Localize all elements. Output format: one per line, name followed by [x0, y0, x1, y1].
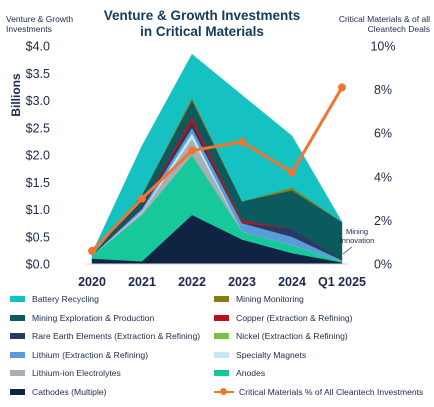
- legend-label: Cathodes (Multiple): [32, 386, 107, 397]
- legend-label: Mining Monitoring: [236, 294, 304, 304]
- legend-swatch: [214, 370, 229, 376]
- legend-swatch: [10, 388, 25, 395]
- legend-swatch: [10, 370, 25, 376]
- legend-label: Anodes: [236, 368, 266, 378]
- legend-label: Specialty Magnets: [236, 349, 307, 360]
- legend-label: Lithium (Extraction & Refining): [32, 349, 149, 360]
- y-axis-left-label: Venture & Growth Investments: [6, 14, 74, 34]
- legend-label: Critical Materials % of All Cleantech In…: [239, 386, 424, 397]
- y-left-tick-label: $3.0: [26, 94, 50, 108]
- legend-swatch: [214, 333, 229, 339]
- legend-item-critical-materials-of-all-cleantech-investments: Critical Materials % of All Cleantech In…: [214, 387, 423, 397]
- legend-item-lithium-extraction-refining: Lithium (Extraction & Refining): [10, 350, 148, 360]
- line-point-2020: [88, 246, 96, 255]
- legend-item-mining-exploration-production: Mining Exploration & Production: [10, 313, 154, 323]
- legend-item-battery-recycling: Battery Recycling: [10, 294, 99, 304]
- line-critical-materials-of-all-cleantech-investments: [90, 86, 344, 252]
- y-right-tick-label: 2%: [374, 214, 392, 228]
- y-axis-right-label: Critical Materials & of all Cleantech De…: [338, 14, 430, 34]
- legend-label: Mining Exploration & Production: [32, 312, 155, 323]
- annotation-pointer: [342, 246, 353, 255]
- x-tick-label-2021: 2021: [128, 275, 156, 289]
- legend-item-specialty-magnets: Specialty Magnets: [214, 350, 306, 360]
- line-point-2021: [138, 194, 146, 203]
- y-left-tick-label: $1.5: [26, 176, 50, 190]
- legend-item-rare-earth-elements-extraction-refining: Rare Earth Elements (Extraction & Refini…: [10, 331, 200, 341]
- legend-label: Copper (Extraction & Refining): [236, 312, 353, 323]
- y-left-tick-label: $0.5: [26, 230, 50, 244]
- chart-title-line-2: in Critical Materials: [140, 24, 264, 39]
- legend-swatch: [214, 351, 229, 358]
- y-left-tick-label: $3.5: [26, 67, 50, 81]
- y-left-tick-label: $4.0: [26, 40, 50, 54]
- area-battery-recycling: [91, 53, 343, 257]
- legend-item-lithium-ion-electrolytes: Lithium-ion Electrolytes: [10, 368, 121, 378]
- line-point-q1-2025: [338, 83, 346, 92]
- annotation-mining-innovation: Mining Innovation: [340, 227, 375, 245]
- legend-item-anodes: Anodes: [214, 368, 265, 378]
- legend-label: Nickel (Extraction & Refining): [236, 331, 348, 341]
- x-tick-label-2024: 2024: [278, 275, 306, 289]
- legend-swatch: [10, 333, 25, 339]
- x-tick-label-2022: 2022: [178, 275, 206, 289]
- legend-label: Rare Earth Elements (Extraction & Refini…: [32, 331, 201, 341]
- legend-swatch: [214, 296, 229, 302]
- y-left-tick-label: $2.0: [26, 149, 50, 163]
- y-left-tick-label: $1.0: [26, 203, 50, 217]
- y-left-tick-label: $2.5: [26, 121, 50, 135]
- line-point-2023: [238, 137, 246, 146]
- line-point-2022: [188, 146, 196, 155]
- legend-swatch: [214, 387, 234, 397]
- legend-swatch: [10, 314, 25, 321]
- y-right-tick-label: 8%: [374, 83, 392, 97]
- plot-area: $0.0 $0.5 $1.0 $1.5 $2.0 $2.5 $3.0 $3.5 $4.0 0% 2%…: [26, 40, 396, 290]
- line-series-group: [88, 83, 346, 255]
- y-right-tick-label: 4%: [374, 170, 392, 184]
- legend-swatch: [10, 351, 25, 358]
- axes-group: $0.0 $0.5 $1.0 $1.5 $2.0 $2.5 $3.0 $3.5 $4.0 0% 2%…: [26, 40, 396, 290]
- legend-label: Battery Recycling: [32, 294, 99, 304]
- chart-title: Venture & Growth Investments in Critical…: [92, 8, 312, 40]
- legend-label: Lithium-ion Electrolytes: [32, 368, 121, 378]
- legend-swatch: [10, 296, 25, 302]
- legend-item-cathodes-multiple: Cathodes (Multiple): [10, 387, 107, 397]
- x-tick-label-2020: 2020: [78, 275, 106, 289]
- legend-item-mining-monitoring: Mining Monitoring: [214, 294, 304, 304]
- x-tick-label-2023: 2023: [228, 275, 256, 289]
- legend-swatch: [214, 314, 229, 321]
- y-right-tick-label: 6%: [374, 127, 392, 141]
- chart-title-line-1: Venture & Growth Investments: [103, 8, 301, 23]
- legend-item-nickel-extraction-refining: Nickel (Extraction & Refining): [214, 331, 348, 341]
- y-left-tick-label: $0.0: [26, 258, 50, 272]
- y-right-tick-label: 0%: [374, 258, 392, 272]
- x-tick-label-q1-2025: Q1 2025: [318, 275, 366, 289]
- y-right-tick-label: 10%: [370, 40, 395, 54]
- line-point-2024: [288, 168, 296, 177]
- area-series-group: [91, 53, 343, 265]
- legend-item-copper-extraction-refining: Copper (Extraction & Refining): [214, 313, 353, 323]
